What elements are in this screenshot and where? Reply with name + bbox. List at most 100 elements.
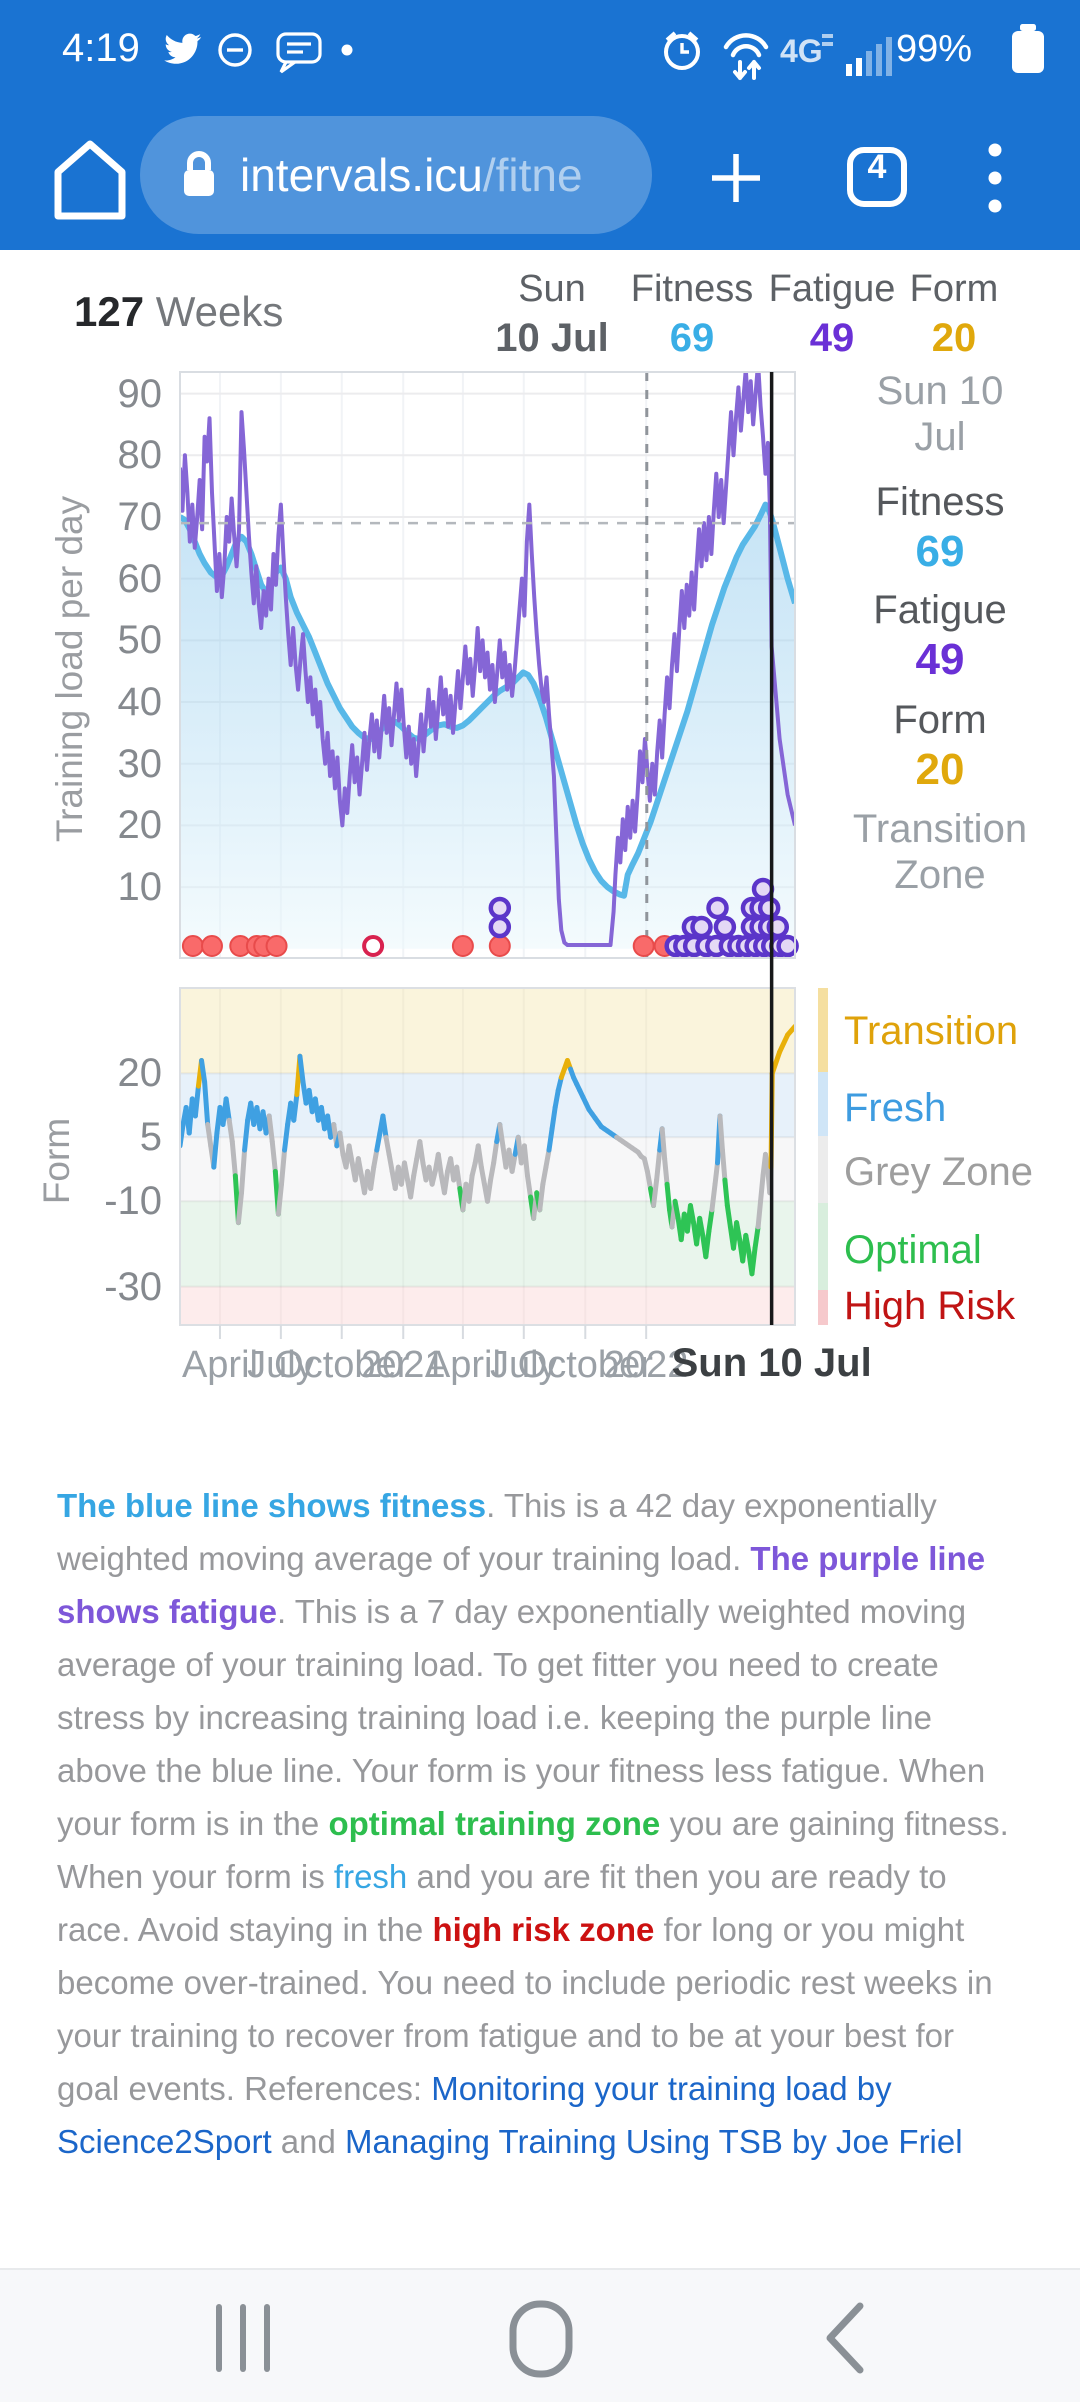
legend-high-risk: High Risk — [844, 1284, 1016, 1328]
activity-dot — [265, 935, 288, 957]
battery-percent: 99% — [896, 28, 973, 70]
lock-icon — [184, 151, 214, 196]
weeks-summary: 127 Weeks — [74, 288, 283, 336]
ytick-form-5: 5 — [139, 1115, 162, 1160]
description-segment: you are gaining fitness. When your form … — [57, 1805, 1009, 1895]
event-ring — [751, 877, 775, 901]
zone-band — [180, 988, 795, 1074]
ytick-form--10: -10 — [104, 1179, 162, 1224]
status-time: 4:19 — [62, 26, 140, 70]
legend-strip — [818, 1203, 828, 1290]
description-segment: and — [271, 2123, 346, 2160]
ytick-20: 20 — [117, 803, 163, 848]
header-col-fitness: Fitness 69 — [630, 268, 754, 360]
battery-icon — [1012, 24, 1044, 73]
url-text[interactable]: intervals.icu/fitne — [240, 149, 583, 201]
home-icon[interactable] — [40, 126, 140, 226]
ytick-10: 10 — [117, 865, 163, 910]
description-segment: fresh — [333, 1858, 408, 1895]
training-load-chart — [179, 371, 799, 959]
menu-kebab-icon[interactable] — [975, 140, 1015, 216]
description-segment: . This is a 7 day exponentially weighted… — [57, 1593, 986, 1842]
info-fatigue: Fatigue 49 — [873, 588, 1007, 684]
xlabel-October: October — [517, 1344, 653, 1386]
do-not-disturb-icon — [218, 33, 252, 67]
cursor-date: Sun 10 Jul — [876, 369, 1004, 459]
tab-count[interactable]: 4 — [867, 148, 887, 186]
ytick-40: 40 — [117, 680, 163, 724]
android-nav-bar — [0, 2268, 1080, 2402]
reference-link[interactable]: Monitoring your training load by Science… — [57, 2070, 892, 2160]
description-segment: optimal training zone — [328, 1805, 661, 1842]
activity-dot-hollow — [362, 935, 385, 957]
notification-dot — [341, 44, 353, 56]
ytick-30: 30 — [117, 741, 163, 786]
training-load-axis-title: Training load per day — [49, 495, 90, 843]
event-ring — [706, 896, 729, 920]
ytick-80: 80 — [117, 433, 163, 478]
xlabel-2021: 2021 — [360, 1344, 446, 1386]
event-ring — [713, 915, 737, 939]
home-pill-icon[interactable] — [508, 2300, 574, 2378]
activity-dot — [632, 935, 655, 957]
description-segment: and you are fit then you are ready to ra… — [57, 1858, 947, 1948]
info-zone: Transition Zone — [852, 807, 1028, 897]
legend-fresh: Fresh — [844, 1086, 947, 1130]
info-form: Form 20 — [893, 698, 987, 794]
reference-link[interactable]: Managing Training Using TSB by Joe Friel — [345, 2123, 963, 2160]
weeks-count: 127 — [74, 288, 145, 335]
activity-dot — [451, 935, 474, 957]
info-fitness: Fitness 69 — [875, 480, 1005, 576]
new-tab-button[interactable] — [706, 148, 766, 208]
form-axis-title: Form — [36, 1117, 77, 1205]
header-col-fatigue: Fatigue 49 — [768, 268, 896, 360]
ytick-50: 50 — [117, 618, 163, 663]
url-bar[interactable] — [140, 116, 652, 234]
event-ring — [488, 896, 512, 920]
legend-optimal: Optimal — [844, 1228, 982, 1272]
event-ring — [488, 915, 512, 939]
fatigue-line — [181, 373, 794, 948]
zone-band — [180, 1286, 795, 1325]
browser-chrome: 4:19 4G — [0, 0, 1080, 250]
ytick-form-20: 20 — [117, 1051, 163, 1096]
description-segment: high risk zone — [432, 1911, 655, 1948]
event-ring — [776, 934, 799, 958]
weeks-label: Weeks — [155, 288, 284, 335]
legend-strip — [818, 1136, 828, 1203]
signal-network-label: 4G — [780, 33, 833, 69]
tab-switcher-button[interactable] — [846, 146, 908, 208]
activity-dot — [200, 935, 223, 957]
description-segment: . This is a 42 day exponentially weighte… — [57, 1487, 937, 1577]
legend-strip — [818, 1290, 828, 1325]
ytick-90: 90 — [117, 371, 163, 416]
header-col-form: Form 20 — [909, 268, 999, 360]
legend-strip — [818, 1072, 828, 1136]
signal-icon — [846, 37, 892, 76]
activity-dot — [181, 935, 204, 957]
ytick-70: 70 — [117, 494, 163, 539]
header-col-day: Sun 10 Jul — [495, 268, 609, 360]
description-segment: for long or you might become over-traine… — [57, 1911, 993, 2107]
zone-band — [180, 1073, 795, 1138]
form-chart — [179, 987, 796, 1339]
back-icon[interactable] — [816, 2300, 876, 2376]
chat-icon — [276, 32, 322, 74]
xlabel-2022: 2022 — [603, 1344, 689, 1386]
ytick-60: 60 — [117, 556, 163, 601]
svg-text:4G: 4G — [780, 33, 823, 69]
description-segment: The blue line shows fitness — [57, 1487, 487, 1524]
status-right-icons: 4G — [664, 31, 892, 80]
form-line — [181, 1024, 794, 1277]
ytick-form--30: -30 — [104, 1264, 162, 1309]
xlabel-April: April — [181, 1344, 258, 1386]
xlabel-April: April — [424, 1344, 501, 1386]
activity-dot — [488, 935, 511, 957]
legend-transition: Transition — [844, 1009, 1019, 1053]
alarm-icon — [664, 31, 700, 70]
fitness-description-text: The blue line shows fitness. This is a 4… — [57, 1479, 1011, 2168]
xlabel-July: July — [247, 1344, 315, 1386]
recents-icon[interactable] — [210, 2302, 280, 2374]
wifi-data-icon — [723, 33, 769, 80]
